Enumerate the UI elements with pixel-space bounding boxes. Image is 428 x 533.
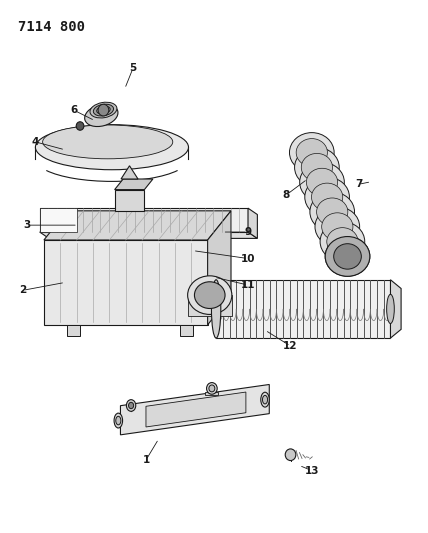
Text: 4: 4 xyxy=(32,137,39,147)
Ellipse shape xyxy=(386,294,394,324)
Polygon shape xyxy=(248,208,257,238)
Polygon shape xyxy=(208,211,231,325)
Text: 10: 10 xyxy=(241,254,255,263)
Polygon shape xyxy=(40,232,257,238)
Ellipse shape xyxy=(85,104,118,126)
Polygon shape xyxy=(115,179,153,190)
Ellipse shape xyxy=(285,449,296,461)
Ellipse shape xyxy=(211,280,221,338)
Ellipse shape xyxy=(301,154,333,181)
Text: 1: 1 xyxy=(143,455,150,465)
Text: 12: 12 xyxy=(283,341,298,351)
Bar xyxy=(180,325,193,336)
Ellipse shape xyxy=(306,168,338,196)
Polygon shape xyxy=(390,280,401,338)
Ellipse shape xyxy=(289,133,334,172)
Text: 9: 9 xyxy=(244,227,252,237)
Text: 2: 2 xyxy=(19,285,26,295)
Text: 8: 8 xyxy=(282,190,290,200)
Polygon shape xyxy=(187,295,232,317)
Ellipse shape xyxy=(317,198,348,226)
Polygon shape xyxy=(44,211,231,240)
Text: 13: 13 xyxy=(305,466,319,475)
Text: 6: 6 xyxy=(70,105,77,115)
Ellipse shape xyxy=(187,276,232,314)
Polygon shape xyxy=(205,392,218,395)
Bar xyxy=(40,208,77,232)
Ellipse shape xyxy=(305,177,349,217)
Ellipse shape xyxy=(325,237,370,276)
Bar xyxy=(40,208,248,232)
Bar xyxy=(115,190,144,211)
Ellipse shape xyxy=(194,282,225,309)
Bar xyxy=(67,325,80,336)
Ellipse shape xyxy=(322,213,353,241)
Text: 7114 800: 7114 800 xyxy=(18,20,86,34)
Polygon shape xyxy=(216,280,390,338)
Polygon shape xyxy=(121,166,138,179)
Ellipse shape xyxy=(334,244,361,269)
Text: 5: 5 xyxy=(130,63,137,72)
Ellipse shape xyxy=(300,163,345,202)
Ellipse shape xyxy=(310,192,354,232)
Ellipse shape xyxy=(90,102,117,118)
Polygon shape xyxy=(120,384,269,435)
Text: 3: 3 xyxy=(23,220,30,230)
Ellipse shape xyxy=(76,122,84,130)
Ellipse shape xyxy=(128,402,134,409)
Ellipse shape xyxy=(332,243,363,270)
Ellipse shape xyxy=(296,139,327,166)
Text: 7: 7 xyxy=(355,179,362,189)
Ellipse shape xyxy=(116,416,121,425)
Ellipse shape xyxy=(207,383,217,394)
Ellipse shape xyxy=(97,106,110,114)
Ellipse shape xyxy=(312,183,343,211)
Ellipse shape xyxy=(114,413,122,428)
Text: 11: 11 xyxy=(241,280,255,290)
Bar xyxy=(44,240,208,325)
Ellipse shape xyxy=(126,400,136,411)
Ellipse shape xyxy=(93,104,113,116)
Polygon shape xyxy=(146,392,246,427)
Ellipse shape xyxy=(315,207,360,247)
Ellipse shape xyxy=(98,104,109,116)
Ellipse shape xyxy=(325,237,370,276)
Ellipse shape xyxy=(327,228,358,255)
Ellipse shape xyxy=(320,222,365,262)
Ellipse shape xyxy=(261,392,269,407)
Ellipse shape xyxy=(262,395,268,404)
Ellipse shape xyxy=(294,148,339,187)
Ellipse shape xyxy=(43,125,173,159)
Ellipse shape xyxy=(36,125,188,169)
Ellipse shape xyxy=(209,385,215,392)
